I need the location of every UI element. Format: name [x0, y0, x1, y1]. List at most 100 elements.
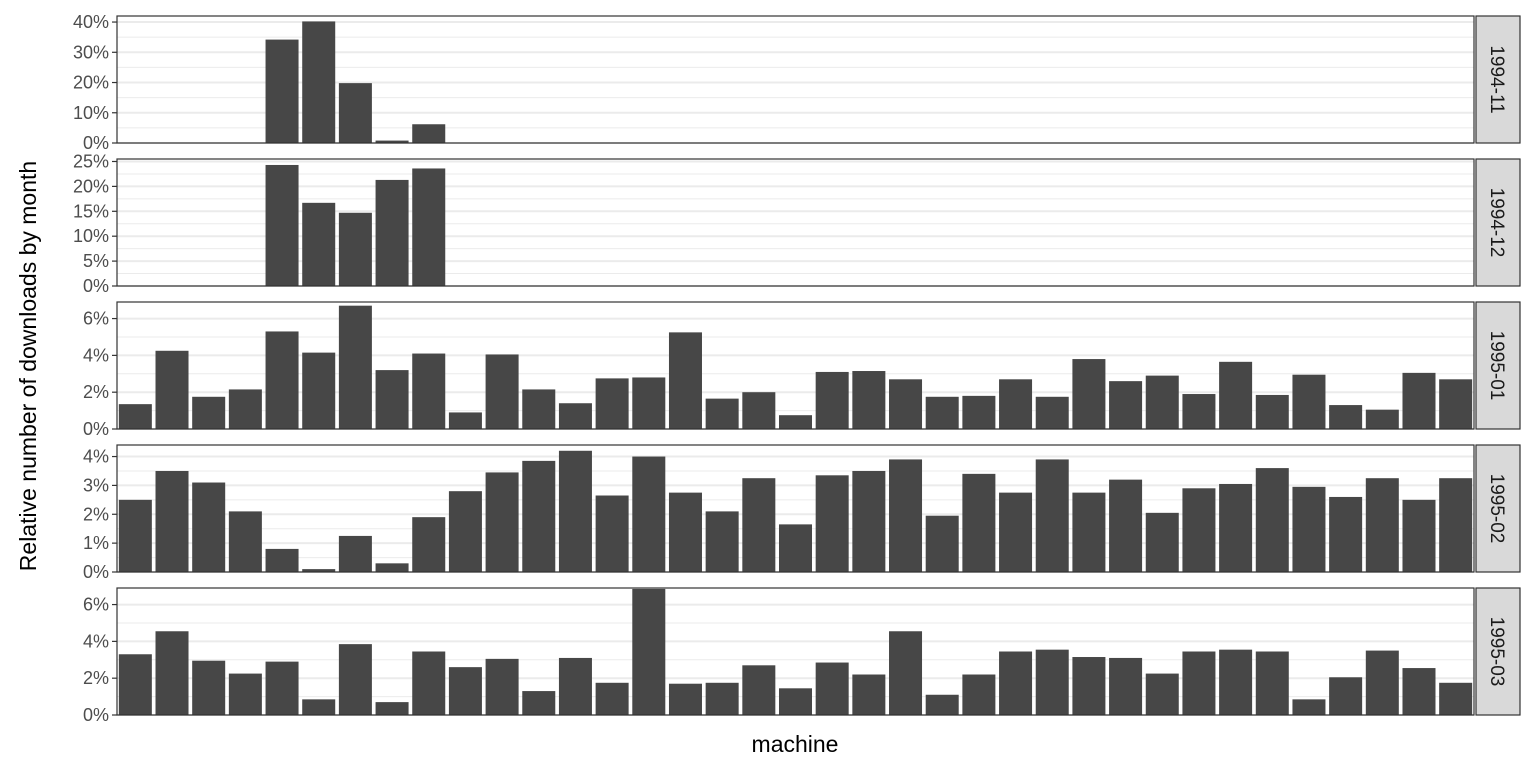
y-tick-label: 6%: [83, 595, 109, 615]
bar: [192, 660, 226, 715]
panel-border: [116, 15, 1475, 144]
bar: [155, 631, 189, 715]
bar: [192, 482, 226, 572]
bar: [228, 389, 262, 429]
bar: [558, 657, 592, 715]
bar: [742, 665, 776, 715]
bar: [1292, 486, 1326, 572]
facet-panel-1994-11: 0% 10% 20% 30% 40% 1994-11: [73, 12, 1521, 153]
y-tick-label: 4%: [83, 447, 109, 467]
bar: [778, 688, 813, 715]
bar: [485, 658, 519, 715]
facet-strip-label: 1994-12: [1486, 188, 1507, 258]
bar: [1035, 649, 1069, 715]
y-tick-label: 5%: [83, 251, 109, 271]
bar: [1109, 381, 1143, 429]
facet-strip: [1475, 444, 1521, 573]
facet-strip-label: 1995-01: [1486, 331, 1507, 401]
y-tick-label: 4%: [83, 345, 109, 365]
facet-strip-label: 1995-03: [1486, 617, 1507, 687]
bar: [412, 168, 446, 286]
x-axis-title: machine: [752, 731, 839, 757]
bar: [595, 378, 629, 429]
facet-strip: [1475, 301, 1521, 430]
y-tick-label: 0%: [83, 276, 109, 296]
bar: [1365, 478, 1399, 572]
bar: [412, 651, 446, 715]
facet-panel-1994-12: 0% 5% 10% 15% 20% 25% 1994-12: [73, 151, 1521, 296]
bar: [1292, 699, 1326, 715]
bar: [1072, 492, 1106, 572]
panel-border: [116, 301, 1475, 430]
bar: [1072, 657, 1106, 715]
bar: [228, 673, 262, 715]
bar: [338, 212, 372, 286]
bar: [1365, 650, 1399, 715]
bar: [705, 682, 739, 715]
bar: [1439, 682, 1473, 715]
facet-panel-1995-02: 0% 1% 2% 3% 4% 1995-02: [83, 444, 1521, 582]
facet-panels: 0% 10% 20% 30% 40% 1994-11 0% 5% 10% 15% 20% 25% 199…: [73, 12, 1521, 725]
bar: [1145, 673, 1179, 715]
bar: [192, 396, 226, 429]
bar: [815, 662, 849, 715]
bar: [632, 588, 666, 715]
bar: [889, 379, 923, 429]
y-tick-label: 25%: [73, 151, 109, 171]
bar: [889, 459, 923, 572]
bar: [412, 124, 446, 143]
y-tick-label: 4%: [83, 631, 109, 651]
bar: [1182, 488, 1216, 572]
bar: [155, 470, 189, 572]
bar: [1072, 359, 1106, 429]
bar: [338, 305, 372, 429]
bar: [1255, 394, 1289, 429]
bar: [852, 674, 886, 715]
bar: [265, 331, 299, 429]
bar: [668, 492, 702, 572]
bar: [962, 395, 996, 429]
bar: [338, 83, 372, 143]
bar: [889, 631, 923, 715]
bar: [302, 352, 336, 429]
bar: [522, 389, 556, 429]
y-tick-label: 20%: [73, 176, 109, 196]
y-tick-label: 10%: [73, 226, 109, 246]
bar: [1035, 396, 1069, 429]
bar: [412, 353, 446, 429]
bar: [1035, 459, 1069, 572]
bar: [1182, 394, 1216, 429]
bar: [999, 379, 1033, 429]
bar: [778, 524, 813, 572]
bar: [302, 569, 336, 572]
bar: [265, 164, 299, 286]
facet-strip: [1475, 158, 1521, 287]
y-tick-label: 2%: [83, 504, 109, 524]
bar: [1145, 512, 1179, 572]
bar: [962, 674, 996, 715]
facet-strip-label: 1995-02: [1486, 474, 1507, 544]
bar: [1109, 479, 1143, 572]
y-tick-label: 2%: [83, 382, 109, 402]
bar: [1182, 651, 1216, 715]
bar: [705, 511, 739, 572]
bar: [742, 392, 776, 429]
panel-border: [116, 587, 1475, 716]
y-tick-label: 0%: [83, 133, 109, 153]
bar: [228, 511, 262, 572]
bar: [1219, 483, 1253, 572]
bar: [338, 535, 372, 572]
bar: [448, 412, 482, 429]
bar: [1292, 374, 1326, 429]
y-tick-label: 6%: [83, 309, 109, 329]
bar: [925, 694, 959, 715]
bar: [448, 667, 482, 715]
bar: [1329, 677, 1363, 715]
bar: [302, 699, 336, 715]
y-tick-label: 20%: [73, 73, 109, 93]
bar: [595, 495, 629, 572]
bar: [1365, 409, 1399, 429]
y-tick-label: 10%: [73, 103, 109, 123]
y-tick-label: 0%: [83, 562, 109, 582]
